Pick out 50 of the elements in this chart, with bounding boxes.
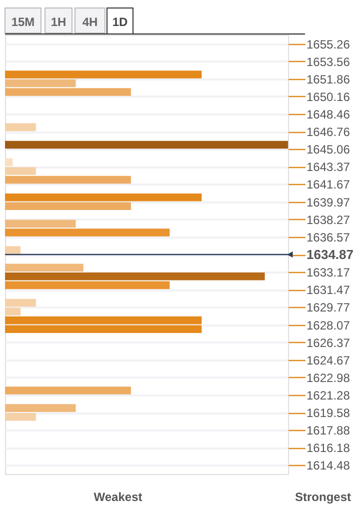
- bar: [5, 246, 21, 254]
- bar: [5, 70, 202, 78]
- bar: [5, 123, 36, 132]
- y-tick-label: 1626.37: [306, 336, 350, 350]
- bar: [5, 404, 76, 412]
- bar: [5, 281, 170, 290]
- bar: [5, 140, 288, 149]
- y-tick-label: 1622.98: [306, 370, 350, 385]
- bar: [5, 264, 84, 272]
- y-tick-label: 1628.07: [306, 318, 350, 332]
- y-tick-label: 1641.67: [306, 178, 350, 192]
- bar: [5, 176, 131, 184]
- y-tick-label: 1634.87: [306, 247, 354, 262]
- y-tick-label: 1633.17: [306, 266, 350, 280]
- bar: [5, 386, 131, 394]
- text: 15M: [11, 15, 35, 29]
- y-tick-label: 1629.77: [306, 300, 350, 315]
- y-tick-label: 1621.28: [306, 388, 350, 402]
- bar: [5, 158, 13, 166]
- bar: [5, 167, 36, 175]
- y-tick-label: 1636.57: [306, 230, 350, 244]
- y-tick-label: 1638.27: [306, 212, 350, 227]
- bar: [5, 193, 202, 202]
- bar: [5, 88, 131, 96]
- bar: [5, 412, 36, 421]
- y-tick-label: 1639.97: [306, 195, 350, 210]
- y-tick-label: 1616.18: [306, 441, 350, 456]
- text: 1D: [112, 15, 128, 29]
- bar: [5, 220, 76, 228]
- y-tick-label: 1614.48: [306, 458, 350, 473]
- y-tick-label: 1650.16: [306, 90, 350, 104]
- y-tick-label: 1653.56: [306, 54, 350, 69]
- y-tick-label: 1648.46: [306, 108, 350, 122]
- bar: [5, 272, 265, 280]
- y-tick-label: 1651.86: [306, 72, 350, 86]
- text: Strongest: [294, 490, 352, 504]
- y-tick-label: 1646.76: [306, 125, 350, 140]
- y-tick-label: 1617.88: [306, 424, 350, 438]
- text: 4H: [82, 15, 98, 29]
- y-tick-label: 1624.67: [306, 353, 350, 368]
- bar: [5, 202, 131, 210]
- text: Weakest: [94, 490, 142, 504]
- text: 1H: [50, 15, 66, 29]
- y-tick-label: 1643.37: [306, 160, 350, 174]
- y-tick-label: 1655.26: [306, 37, 350, 52]
- y-tick-label: 1619.58: [306, 406, 350, 420]
- y-tick-label: 1631.47: [306, 283, 350, 298]
- bar: [5, 79, 76, 88]
- y-tick-label: 1645.06: [306, 142, 350, 157]
- bar: [5, 228, 170, 236]
